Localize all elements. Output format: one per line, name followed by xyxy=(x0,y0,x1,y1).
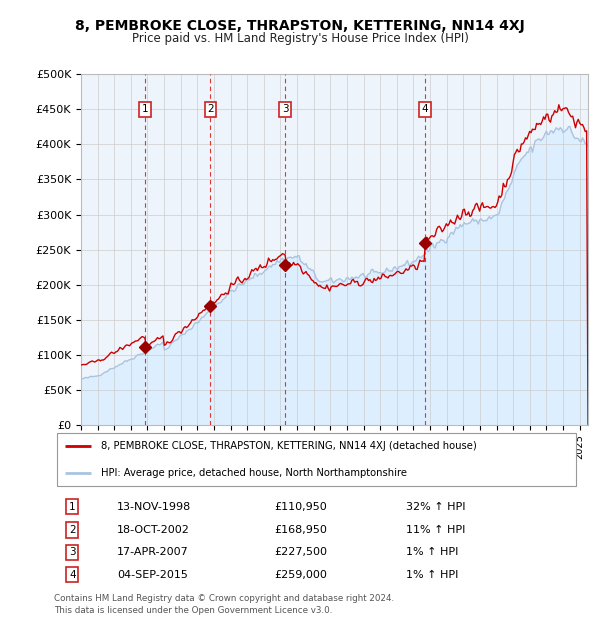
FancyBboxPatch shape xyxy=(56,433,577,485)
Text: 4: 4 xyxy=(69,570,76,580)
Text: 13-NOV-1998: 13-NOV-1998 xyxy=(117,502,191,512)
Text: 2: 2 xyxy=(69,525,76,535)
Text: Price paid vs. HM Land Registry's House Price Index (HPI): Price paid vs. HM Land Registry's House … xyxy=(131,32,469,45)
Text: 04-SEP-2015: 04-SEP-2015 xyxy=(117,570,188,580)
Text: Contains HM Land Registry data © Crown copyright and database right 2024.: Contains HM Land Registry data © Crown c… xyxy=(54,594,394,603)
Text: 1% ↑ HPI: 1% ↑ HPI xyxy=(406,570,458,580)
Text: 17-APR-2007: 17-APR-2007 xyxy=(117,547,189,557)
Text: 3: 3 xyxy=(69,547,76,557)
Text: £110,950: £110,950 xyxy=(275,502,327,512)
Text: £259,000: £259,000 xyxy=(275,570,328,580)
Text: 2: 2 xyxy=(207,104,214,115)
Text: HPI: Average price, detached house, North Northamptonshire: HPI: Average price, detached house, Nort… xyxy=(101,468,407,478)
Text: 4: 4 xyxy=(421,104,428,115)
Text: 1: 1 xyxy=(142,104,149,115)
Text: 18-OCT-2002: 18-OCT-2002 xyxy=(117,525,190,535)
Text: 8, PEMBROKE CLOSE, THRAPSTON, KETTERING, NN14 4XJ (detached house): 8, PEMBROKE CLOSE, THRAPSTON, KETTERING,… xyxy=(101,441,477,451)
Text: 1% ↑ HPI: 1% ↑ HPI xyxy=(406,547,458,557)
Text: 8, PEMBROKE CLOSE, THRAPSTON, KETTERING, NN14 4XJ: 8, PEMBROKE CLOSE, THRAPSTON, KETTERING,… xyxy=(75,19,525,33)
Text: 3: 3 xyxy=(282,104,289,115)
Text: 11% ↑ HPI: 11% ↑ HPI xyxy=(406,525,465,535)
Text: 32% ↑ HPI: 32% ↑ HPI xyxy=(406,502,465,512)
Text: 1: 1 xyxy=(69,502,76,512)
Text: £227,500: £227,500 xyxy=(275,547,328,557)
Text: This data is licensed under the Open Government Licence v3.0.: This data is licensed under the Open Gov… xyxy=(54,606,332,616)
Text: £168,950: £168,950 xyxy=(275,525,328,535)
